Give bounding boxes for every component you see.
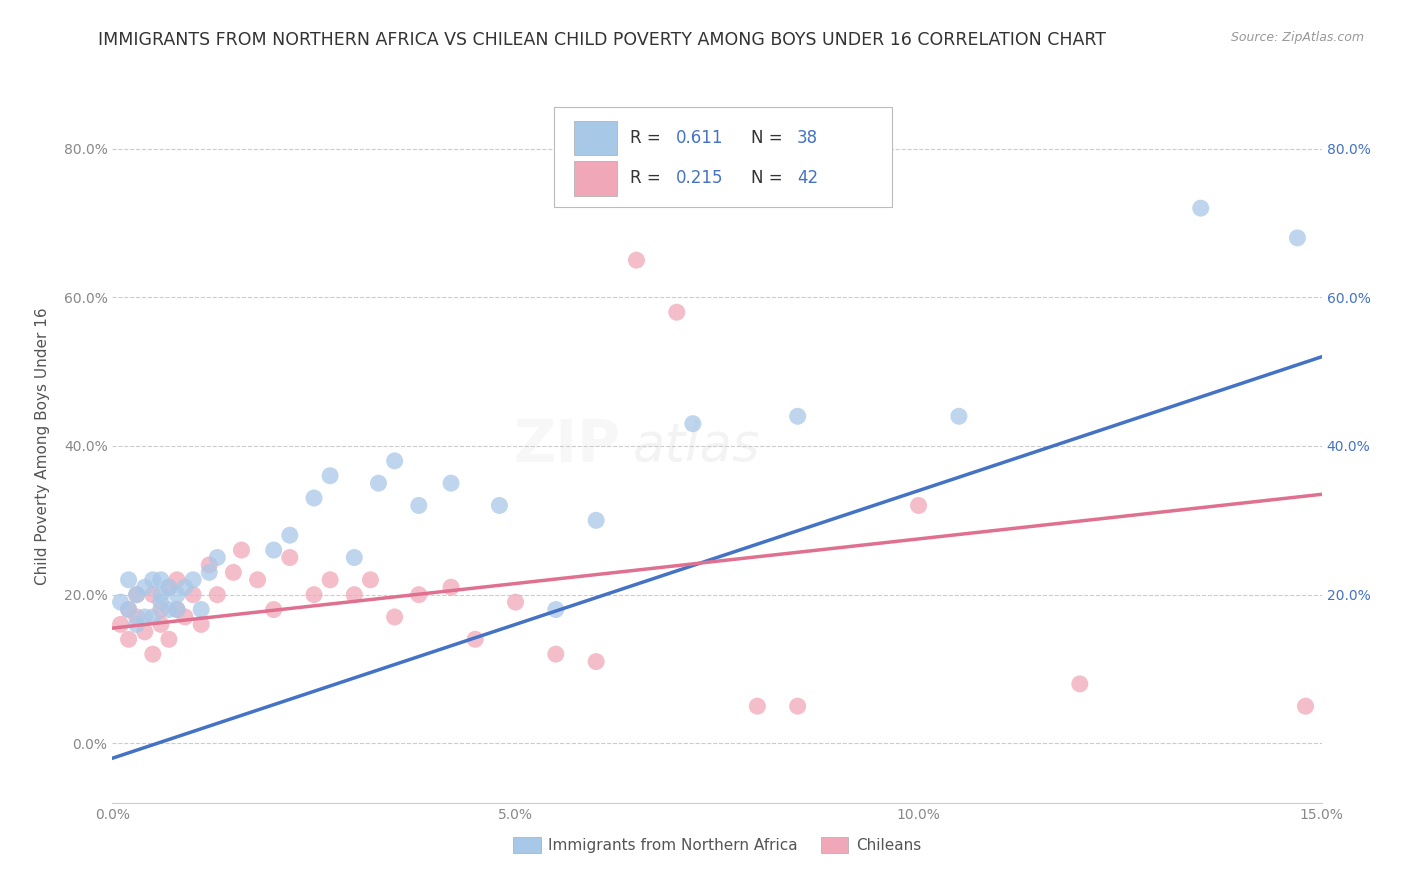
Point	[166, 602, 188, 616]
Point	[665, 305, 688, 319]
Point	[948, 409, 970, 424]
Text: ZIP: ZIP	[513, 417, 620, 475]
Point	[682, 417, 704, 431]
Point	[585, 513, 607, 527]
Point	[278, 550, 301, 565]
Point	[440, 476, 463, 491]
Point	[343, 588, 366, 602]
Point	[246, 573, 269, 587]
Text: N =: N =	[751, 169, 787, 187]
Point	[464, 632, 486, 647]
Point	[302, 588, 325, 602]
Point	[786, 409, 808, 424]
Text: IMMIGRANTS FROM NORTHERN AFRICA VS CHILEAN CHILD POVERTY AMONG BOYS UNDER 16 COR: IMMIGRANTS FROM NORTHERN AFRICA VS CHILE…	[98, 31, 1107, 49]
Point	[117, 602, 139, 616]
Point	[488, 499, 510, 513]
Point	[157, 602, 180, 616]
Point	[319, 573, 342, 587]
Point	[134, 580, 156, 594]
Point	[181, 573, 204, 587]
Point	[207, 588, 229, 602]
Point	[190, 602, 212, 616]
Point	[125, 610, 148, 624]
Point	[263, 602, 285, 616]
Point	[367, 476, 389, 491]
Point	[149, 588, 172, 602]
Point	[181, 588, 204, 602]
Text: 42: 42	[797, 169, 818, 187]
Point	[544, 647, 567, 661]
Point	[166, 588, 188, 602]
Point	[198, 558, 221, 572]
Point	[408, 588, 430, 602]
Text: 0.611: 0.611	[676, 128, 724, 146]
Point	[343, 550, 366, 565]
Text: N =: N =	[751, 128, 787, 146]
Point	[157, 580, 180, 594]
Point	[384, 610, 406, 624]
FancyBboxPatch shape	[575, 120, 617, 155]
Text: Source: ZipAtlas.com: Source: ZipAtlas.com	[1230, 31, 1364, 45]
Text: 0.215: 0.215	[676, 169, 724, 187]
Point	[544, 602, 567, 616]
Point	[626, 253, 648, 268]
Point	[110, 595, 132, 609]
Point	[134, 624, 156, 639]
Point	[585, 655, 607, 669]
Point	[174, 610, 197, 624]
Point	[157, 580, 180, 594]
Point	[302, 491, 325, 505]
Point	[1069, 677, 1091, 691]
Point	[166, 573, 188, 587]
Point	[157, 632, 180, 647]
Point	[117, 573, 139, 587]
Point	[149, 573, 172, 587]
Point	[125, 588, 148, 602]
Point	[142, 610, 165, 624]
Point	[134, 610, 156, 624]
Point	[149, 602, 172, 616]
Point	[1189, 201, 1212, 215]
Legend: Immigrants from Northern Africa, Chileans: Immigrants from Northern Africa, Chilean…	[508, 830, 927, 859]
Point	[747, 699, 769, 714]
Point	[198, 566, 221, 580]
Point	[125, 588, 148, 602]
Point	[440, 580, 463, 594]
Text: R =: R =	[630, 169, 666, 187]
Text: 38: 38	[797, 128, 818, 146]
Text: R =: R =	[630, 128, 666, 146]
Point	[408, 499, 430, 513]
Point	[319, 468, 342, 483]
Point	[142, 647, 165, 661]
Point	[117, 632, 139, 647]
Point	[1286, 231, 1309, 245]
Point	[190, 617, 212, 632]
Point	[263, 543, 285, 558]
Point	[359, 573, 381, 587]
Point	[142, 573, 165, 587]
Point	[166, 602, 188, 616]
Point	[125, 617, 148, 632]
Point	[907, 499, 929, 513]
FancyBboxPatch shape	[575, 161, 617, 195]
Point	[384, 454, 406, 468]
Point	[222, 566, 245, 580]
FancyBboxPatch shape	[554, 107, 893, 207]
Point	[149, 595, 172, 609]
Point	[174, 580, 197, 594]
Point	[505, 595, 527, 609]
Point	[786, 699, 808, 714]
Point	[117, 602, 139, 616]
Point	[110, 617, 132, 632]
Point	[1295, 699, 1317, 714]
Point	[278, 528, 301, 542]
Text: atlas: atlas	[633, 420, 759, 472]
Y-axis label: Child Poverty Among Boys Under 16: Child Poverty Among Boys Under 16	[35, 307, 49, 585]
Point	[231, 543, 253, 558]
Point	[142, 588, 165, 602]
Point	[207, 550, 229, 565]
Point	[149, 617, 172, 632]
